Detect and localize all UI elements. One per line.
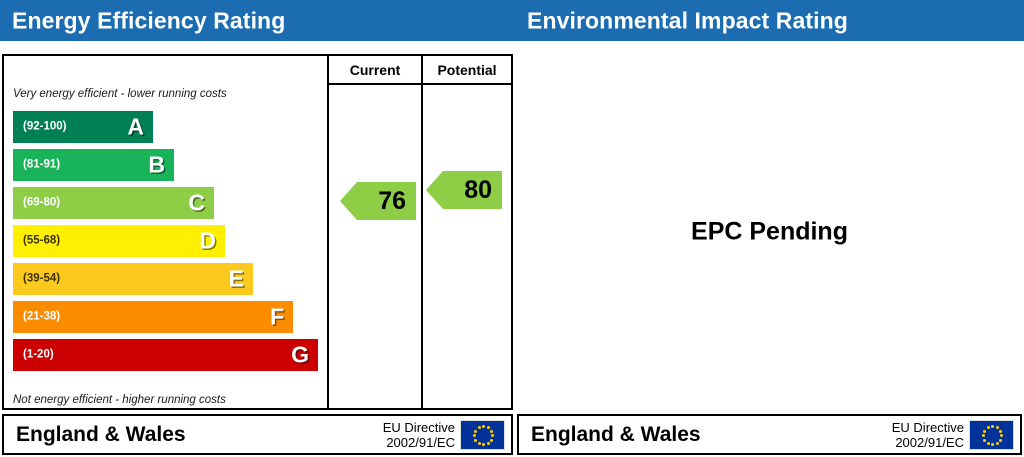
footer-directive-left: EU Directive 2002/91/EC: [383, 420, 455, 450]
eu-star: [473, 434, 476, 437]
column-header-potential: Potential: [437, 62, 497, 78]
eu-star: [489, 438, 493, 442]
eu-star: [983, 438, 987, 442]
environmental-impact-header: Environmental Impact Rating: [515, 0, 1024, 41]
band-b: (81-91) B: [13, 149, 174, 181]
band-d-range: (55-68): [23, 234, 61, 247]
eu-star: [482, 443, 485, 446]
band-a-range: (92-100): [23, 120, 67, 133]
band-a-letter: A: [127, 113, 144, 140]
band-d-letter: D: [199, 227, 216, 254]
eu-star: [477, 441, 481, 445]
directive-line-2: 2002/91/EC: [386, 434, 455, 450]
scale-note-top: Very energy efficient - lower running co…: [13, 88, 227, 100]
eu-star: [482, 425, 485, 428]
band-e-range: (39-54): [23, 272, 61, 285]
energy-efficiency-title: Energy Efficiency Rating: [12, 7, 286, 33]
footer-region-right: England & Wales: [531, 422, 701, 446]
eu-star: [991, 443, 994, 446]
directive-line-2: 2002/91/EC: [895, 434, 964, 450]
column-header-current: Current: [349, 62, 401, 78]
band-b-range: (81-91): [23, 158, 61, 171]
band-a: (92-100) A: [13, 111, 153, 143]
potential-rating-arrow: 80: [426, 171, 502, 209]
directive-line-1: EU Directive: [891, 419, 964, 435]
eu-star: [474, 429, 478, 433]
band-d: (55-68) D: [13, 225, 225, 257]
eu-star: [474, 438, 478, 442]
eu-star: [983, 429, 987, 433]
scale-note-bottom: Not energy efficient - higher running co…: [13, 394, 226, 406]
energy-efficiency-chart: Current Potential Very energy efficient …: [2, 54, 513, 410]
footer-directive-right: EU Directive 2002/91/EC: [892, 420, 964, 450]
environmental-impact-title: Environmental Impact Rating: [527, 7, 848, 33]
directive-line-1: EU Directive: [382, 419, 455, 435]
band-f: (21-38) F: [13, 301, 293, 333]
eu-star: [995, 426, 999, 430]
eu-star: [489, 429, 493, 433]
band-c: (69-80) C: [13, 187, 214, 219]
eu-star: [998, 429, 1002, 433]
rating-scale: Very energy efficient - lower running co…: [4, 56, 327, 408]
band-g-range: (1-20): [23, 348, 54, 361]
band-b-letter: B: [148, 151, 165, 178]
eu-star: [986, 441, 990, 445]
environmental-impact-panel: EPC Pending: [517, 54, 1022, 410]
footer-region-left: England & Wales: [16, 422, 186, 446]
band-f-letter: F: [269, 303, 284, 330]
band-e-letter: E: [228, 265, 244, 292]
eu-star: [995, 441, 999, 445]
footer-left: England & Wales EU Directive 2002/91/EC: [2, 414, 513, 455]
eu-star: [477, 426, 481, 430]
band-e: (39-54) E: [13, 263, 253, 295]
eu-star: [486, 441, 490, 445]
eu-flag-icon: [969, 419, 1014, 450]
band-f-range: (21-38): [23, 310, 61, 323]
epc-pending-message: EPC Pending: [691, 217, 848, 246]
eu-flag-icon: [460, 419, 505, 450]
eu-star: [986, 426, 990, 430]
band-c-letter: C: [188, 189, 205, 216]
column-divider-current: [327, 56, 329, 408]
eu-star: [491, 434, 494, 437]
band-c-range: (69-80): [23, 196, 61, 209]
eu-star: [991, 425, 994, 428]
eu-star: [486, 426, 490, 430]
footer-right: England & Wales EU Directive 2002/91/EC: [517, 414, 1022, 455]
energy-efficiency-header: Energy Efficiency Rating: [0, 0, 515, 41]
current-rating-arrow: 76: [340, 182, 416, 220]
eu-star: [1000, 434, 1003, 437]
column-header-divider: [327, 83, 511, 85]
eu-star: [998, 438, 1002, 442]
eu-star: [982, 434, 985, 437]
column-divider-potential: [421, 56, 423, 408]
band-g-letter: G: [291, 341, 309, 368]
band-g: (1-20) G: [13, 339, 318, 371]
